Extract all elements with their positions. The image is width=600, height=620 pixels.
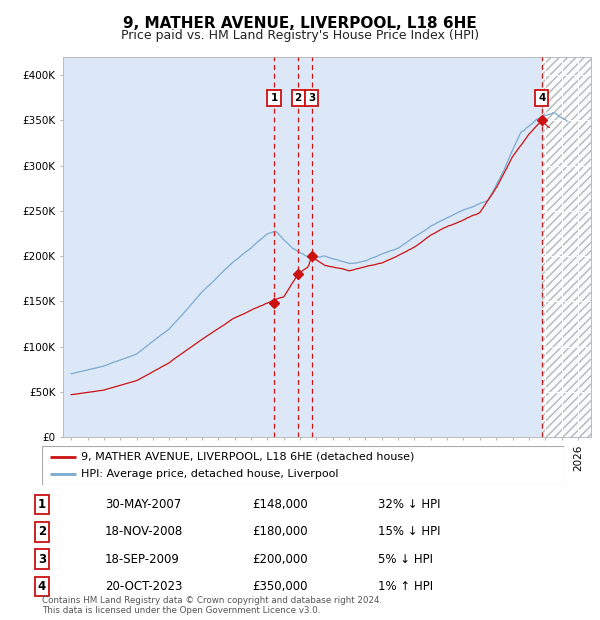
- Text: 9, MATHER AVENUE, LIVERPOOL, L18 6HE: 9, MATHER AVENUE, LIVERPOOL, L18 6HE: [123, 16, 477, 31]
- Text: Price paid vs. HM Land Registry's House Price Index (HPI): Price paid vs. HM Land Registry's House …: [121, 29, 479, 42]
- Text: HPI: Average price, detached house, Liverpool: HPI: Average price, detached house, Live…: [81, 469, 338, 479]
- Text: 5% ↓ HPI: 5% ↓ HPI: [378, 553, 433, 565]
- Text: £200,000: £200,000: [252, 553, 308, 565]
- Text: 15% ↓ HPI: 15% ↓ HPI: [378, 526, 440, 538]
- Bar: [542, 57, 591, 437]
- Text: 9, MATHER AVENUE, LIVERPOOL, L18 6HE (detached house): 9, MATHER AVENUE, LIVERPOOL, L18 6HE (de…: [81, 452, 415, 462]
- Text: 18-SEP-2009: 18-SEP-2009: [105, 553, 180, 565]
- Text: 1% ↑ HPI: 1% ↑ HPI: [378, 580, 433, 593]
- Text: £148,000: £148,000: [252, 498, 308, 511]
- Text: 2: 2: [38, 526, 46, 538]
- Text: £350,000: £350,000: [252, 580, 308, 593]
- Text: 32% ↓ HPI: 32% ↓ HPI: [378, 498, 440, 511]
- Text: 4: 4: [38, 580, 46, 593]
- Text: 2: 2: [295, 93, 302, 103]
- Text: 1: 1: [38, 498, 46, 511]
- Text: 3: 3: [38, 553, 46, 565]
- Text: 30-MAY-2007: 30-MAY-2007: [105, 498, 181, 511]
- Text: Contains HM Land Registry data © Crown copyright and database right 2024.
This d: Contains HM Land Registry data © Crown c…: [42, 596, 382, 615]
- Text: 20-OCT-2023: 20-OCT-2023: [105, 580, 182, 593]
- Text: 4: 4: [538, 93, 545, 103]
- Text: £180,000: £180,000: [252, 526, 308, 538]
- Text: 3: 3: [308, 93, 315, 103]
- Text: 1: 1: [271, 93, 278, 103]
- Text: 18-NOV-2008: 18-NOV-2008: [105, 526, 183, 538]
